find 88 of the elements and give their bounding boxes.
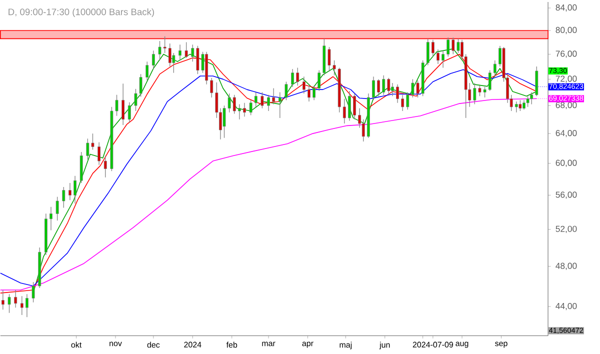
x-tick-label: dec	[147, 342, 160, 348]
y-tick-label: 80,00	[556, 27, 577, 34]
candlestick	[382, 75, 386, 96]
candlestick	[249, 100, 252, 116]
y-tick-label: 44,00	[556, 303, 577, 310]
candlestick	[1, 290, 4, 310]
candlestick	[518, 100, 522, 112]
y-tick-label: 68,00	[556, 102, 577, 110]
x-tick-label: mar	[262, 342, 276, 346]
candlestick	[308, 85, 310, 102]
candlestick	[26, 294, 28, 318]
candlestick	[348, 90, 351, 122]
candlestick	[436, 49, 440, 65]
x-tick-label: nov	[110, 342, 122, 346]
candlestick	[32, 282, 35, 303]
candlestick	[372, 76, 375, 101]
candlestick	[426, 38, 430, 66]
candlestick	[406, 92, 410, 110]
candlestick	[122, 83, 125, 126]
candlestick	[178, 44, 182, 61]
candlestick	[210, 78, 214, 98]
candlestick	[50, 206, 52, 231]
candlestick	[232, 94, 236, 114]
candlestick	[353, 93, 356, 120]
candlestick	[514, 101, 518, 113]
y-tick-label: 76,00	[556, 50, 577, 58]
candlestick	[128, 102, 131, 124]
candlestick	[493, 60, 496, 78]
candlestick	[530, 92, 534, 105]
text: D, 09:00-17:30 (100000 Bars Back)	[8, 8, 154, 18]
candlestick	[431, 40, 434, 58]
candlestick	[377, 78, 380, 97]
y-tick-label: 84,00	[556, 4, 577, 12]
candlestick	[488, 70, 492, 92]
candlestick	[442, 50, 445, 68]
x-tick-label: maj	[340, 342, 352, 350]
x-tick-label: feb	[226, 342, 238, 348]
x-tick-label: apr	[302, 342, 314, 348]
candlestick	[291, 68, 294, 88]
candlestick	[152, 50, 155, 70]
candlestick	[8, 294, 11, 314]
candlestick	[272, 88, 276, 105]
candlestick	[267, 94, 270, 112]
candlestick	[238, 104, 241, 120]
candlestick	[254, 92, 258, 108]
candlestick	[446, 37, 450, 58]
candlestick	[20, 296, 24, 316]
candlestick	[362, 119, 365, 142]
candlestick	[146, 61, 149, 81]
candlestick	[184, 42, 188, 58]
y-tick-label: 64,00	[556, 130, 577, 138]
candlestick	[296, 68, 300, 86]
candlestick	[260, 92, 264, 109]
candlestick	[522, 100, 526, 110]
y-tick-label: 72,00	[556, 76, 577, 83]
candlestick	[284, 82, 288, 101]
candlestick	[387, 78, 390, 96]
candlestick	[62, 186, 66, 208]
candlestick	[168, 43, 172, 67]
candlestick	[332, 60, 336, 76]
candlestick	[391, 82, 394, 97]
candlestick	[302, 76, 306, 94]
y-tick-label: 52,00	[556, 226, 577, 234]
candlestick	[401, 94, 404, 112]
x-tick-label: jun	[379, 342, 390, 350]
candlestick	[74, 176, 76, 204]
candlestick	[342, 98, 346, 124]
candlestick	[312, 85, 316, 101]
x-tick-label: sep	[495, 342, 508, 348]
candlestick	[98, 142, 101, 166]
candlestick	[318, 70, 321, 92]
x-tick-label: 2024	[184, 342, 202, 348]
candlestick	[243, 102, 246, 118]
x-tick-label: aug	[456, 342, 468, 348]
y-tick-label: 48,00	[556, 262, 577, 270]
candlestick	[278, 92, 282, 118]
candlestick	[191, 44, 194, 62]
x-tick-label: okt	[71, 342, 82, 348]
candlestick	[14, 290, 18, 308]
candlestick	[104, 156, 107, 178]
y-tick-label: 56,00	[556, 192, 577, 199]
candlestick	[56, 196, 59, 222]
candlestick	[68, 182, 72, 201]
x-tick-label: 2024-07-09	[412, 342, 454, 348]
candlestick	[535, 66, 538, 97]
candlestick	[396, 84, 399, 104]
candlestick	[526, 96, 530, 108]
y-tick-label: 60,00	[556, 160, 577, 168]
